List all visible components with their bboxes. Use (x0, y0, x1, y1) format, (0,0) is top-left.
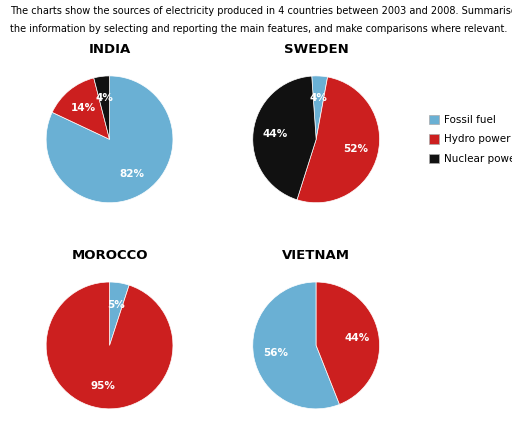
Wedge shape (52, 78, 110, 139)
Text: 44%: 44% (263, 130, 288, 139)
Text: 56%: 56% (263, 348, 288, 358)
Wedge shape (316, 282, 379, 405)
Title: VIETNAM: VIETNAM (282, 249, 350, 262)
Text: 4%: 4% (95, 94, 113, 103)
Title: MOROCCO: MOROCCO (71, 249, 148, 262)
Title: INDIA: INDIA (89, 43, 131, 56)
Title: SWEDEN: SWEDEN (284, 43, 349, 56)
Legend: Fossil fuel, Hydro power, Nuclear power: Fossil fuel, Hydro power, Nuclear power (429, 115, 512, 164)
Text: 14%: 14% (71, 103, 96, 112)
Text: the information by selecting and reporting the main features, and make compariso: the information by selecting and reporti… (10, 24, 507, 33)
Wedge shape (110, 282, 129, 345)
Wedge shape (253, 282, 339, 409)
Text: 5%: 5% (107, 300, 125, 310)
Wedge shape (297, 77, 379, 203)
Text: The charts show the sources of electricity produced in 4 countries between 2003 : The charts show the sources of electrici… (10, 6, 512, 16)
Wedge shape (46, 282, 173, 409)
Wedge shape (46, 76, 173, 203)
Wedge shape (253, 76, 316, 200)
Text: 82%: 82% (119, 169, 144, 179)
Wedge shape (94, 76, 110, 139)
Wedge shape (312, 76, 328, 139)
Text: 4%: 4% (310, 93, 327, 103)
Text: 52%: 52% (344, 144, 369, 154)
Text: 44%: 44% (344, 333, 369, 343)
Text: 95%: 95% (91, 381, 116, 391)
